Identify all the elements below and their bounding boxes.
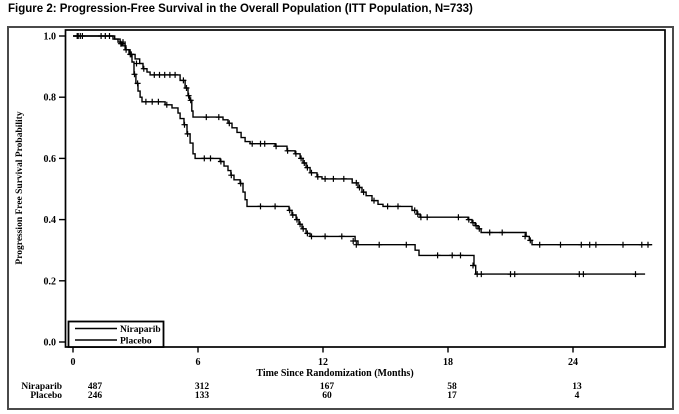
figure-frame	[7, 26, 674, 410]
y-tick-label: 0.0	[44, 338, 57, 349]
risk-count: 4	[575, 391, 580, 401]
plot-area-border	[64, 29, 666, 348]
y-axis: 1.0 0.8 0.6 0.4 0.2 0.0	[44, 32, 66, 349]
legend-box	[67, 320, 165, 348]
y-tick-label: 0.8	[44, 93, 57, 104]
figure-title: Figure 2: Progression-Free Survival in t…	[8, 3, 473, 15]
risk-count: 60	[322, 391, 332, 401]
x-axis: 0 6 12 18 24	[71, 347, 578, 368]
x-tick-label: 0	[71, 357, 76, 368]
risk-count: 13	[572, 382, 582, 392]
at-risk-table: Niraparib 487 312 167 58 13 Placebo 246 133 60 17 4	[21, 382, 582, 401]
legend: Niraparib Placebo	[67, 320, 165, 348]
x-tick-label: 24	[568, 357, 578, 368]
y-tick-label: 0.4	[44, 215, 57, 226]
x-tick-label: 18	[443, 357, 453, 368]
risk-row-label: Placebo	[30, 391, 62, 401]
risk-count: 58	[447, 382, 457, 392]
risk-count: 312	[195, 382, 210, 392]
risk-count: 167	[320, 382, 335, 392]
legend-label-niraparib: Niraparib	[120, 325, 161, 335]
y-axis-title: Progression Free Survival Probability	[15, 111, 25, 264]
censor-marks-placebo	[75, 33, 639, 278]
risk-count: 487	[88, 382, 103, 392]
x-axis-title: Time Since Randomization (Months)	[256, 368, 413, 379]
legend-label-placebo: Placebo	[120, 337, 152, 347]
x-tick-label: 12	[318, 357, 328, 368]
censor-marks-niraparib	[74, 33, 651, 248]
risk-count: 133	[195, 391, 210, 401]
km-curve-niraparib	[73, 35, 653, 246]
risk-count: 246	[88, 391, 103, 401]
y-tick-label: 0.6	[44, 154, 57, 165]
survival-curves	[73, 33, 653, 278]
risk-count: 17	[447, 391, 457, 401]
y-tick-label: 1.0	[44, 32, 57, 43]
y-tick-label: 0.2	[44, 276, 57, 287]
km-curve-placebo	[73, 35, 646, 275]
risk-row-label: Niraparib	[21, 382, 62, 392]
x-tick-label: 6	[196, 357, 201, 368]
